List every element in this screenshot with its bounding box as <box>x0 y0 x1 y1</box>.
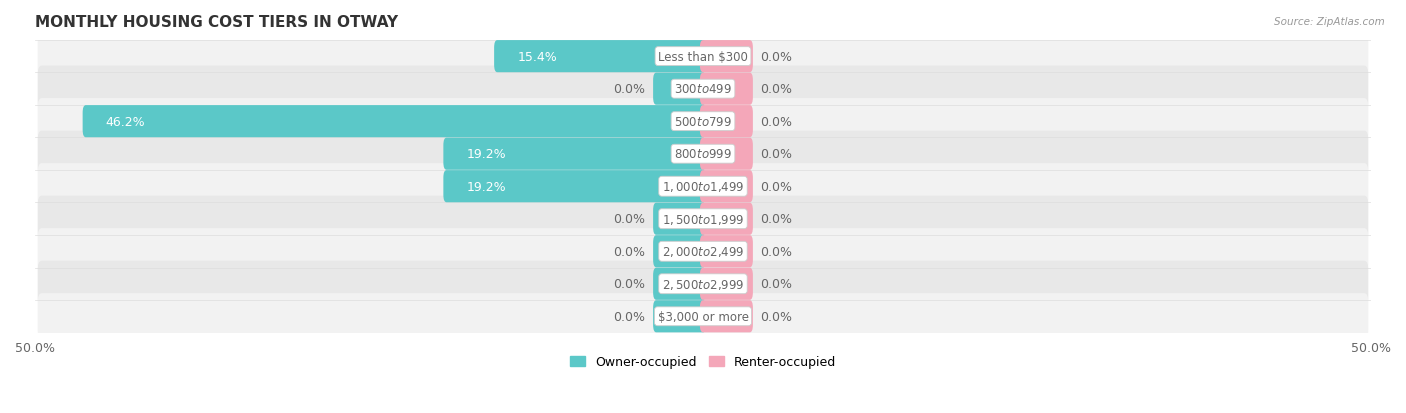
Text: 19.2%: 19.2% <box>467 180 506 193</box>
Text: 0.0%: 0.0% <box>613 83 645 96</box>
Text: $500 to $799: $500 to $799 <box>673 115 733 128</box>
Text: 19.2%: 19.2% <box>467 148 506 161</box>
Text: $300 to $499: $300 to $499 <box>673 83 733 96</box>
FancyBboxPatch shape <box>38 131 1368 177</box>
FancyBboxPatch shape <box>38 261 1368 307</box>
Text: 0.0%: 0.0% <box>761 180 793 193</box>
FancyBboxPatch shape <box>654 74 706 105</box>
Text: 0.0%: 0.0% <box>761 245 793 258</box>
FancyBboxPatch shape <box>654 268 706 300</box>
FancyBboxPatch shape <box>654 301 706 332</box>
FancyBboxPatch shape <box>38 294 1368 339</box>
FancyBboxPatch shape <box>700 106 752 138</box>
Text: $3,000 or more: $3,000 or more <box>658 310 748 323</box>
Text: $800 to $999: $800 to $999 <box>673 148 733 161</box>
Legend: Owner-occupied, Renter-occupied: Owner-occupied, Renter-occupied <box>565 350 841 373</box>
FancyBboxPatch shape <box>38 66 1368 112</box>
FancyBboxPatch shape <box>700 74 752 105</box>
Text: Source: ZipAtlas.com: Source: ZipAtlas.com <box>1274 17 1385 26</box>
FancyBboxPatch shape <box>700 41 752 73</box>
FancyBboxPatch shape <box>700 236 752 268</box>
Text: 0.0%: 0.0% <box>761 310 793 323</box>
Text: 15.4%: 15.4% <box>517 50 557 64</box>
Text: $2,000 to $2,499: $2,000 to $2,499 <box>662 244 744 259</box>
FancyBboxPatch shape <box>443 138 706 170</box>
Text: 0.0%: 0.0% <box>761 148 793 161</box>
Text: 0.0%: 0.0% <box>613 213 645 225</box>
Text: $1,500 to $1,999: $1,500 to $1,999 <box>662 212 744 226</box>
Text: $2,500 to $2,999: $2,500 to $2,999 <box>662 277 744 291</box>
FancyBboxPatch shape <box>38 34 1368 80</box>
Text: 0.0%: 0.0% <box>613 278 645 291</box>
FancyBboxPatch shape <box>700 268 752 300</box>
FancyBboxPatch shape <box>83 106 706 138</box>
Text: MONTHLY HOUSING COST TIERS IN OTWAY: MONTHLY HOUSING COST TIERS IN OTWAY <box>35 15 398 30</box>
Text: $1,000 to $1,499: $1,000 to $1,499 <box>662 180 744 194</box>
Text: 0.0%: 0.0% <box>761 213 793 225</box>
FancyBboxPatch shape <box>38 99 1368 145</box>
Text: Less than $300: Less than $300 <box>658 50 748 64</box>
Text: 0.0%: 0.0% <box>761 50 793 64</box>
FancyBboxPatch shape <box>494 41 706 73</box>
Text: 0.0%: 0.0% <box>613 245 645 258</box>
Text: 0.0%: 0.0% <box>761 278 793 291</box>
FancyBboxPatch shape <box>38 164 1368 210</box>
Text: 0.0%: 0.0% <box>761 83 793 96</box>
FancyBboxPatch shape <box>654 236 706 268</box>
FancyBboxPatch shape <box>443 171 706 203</box>
FancyBboxPatch shape <box>700 171 752 203</box>
FancyBboxPatch shape <box>700 301 752 332</box>
FancyBboxPatch shape <box>700 203 752 235</box>
FancyBboxPatch shape <box>38 229 1368 275</box>
FancyBboxPatch shape <box>38 196 1368 242</box>
FancyBboxPatch shape <box>700 138 752 170</box>
Text: 46.2%: 46.2% <box>105 115 145 128</box>
Text: 0.0%: 0.0% <box>761 115 793 128</box>
FancyBboxPatch shape <box>654 203 706 235</box>
Text: 0.0%: 0.0% <box>613 310 645 323</box>
